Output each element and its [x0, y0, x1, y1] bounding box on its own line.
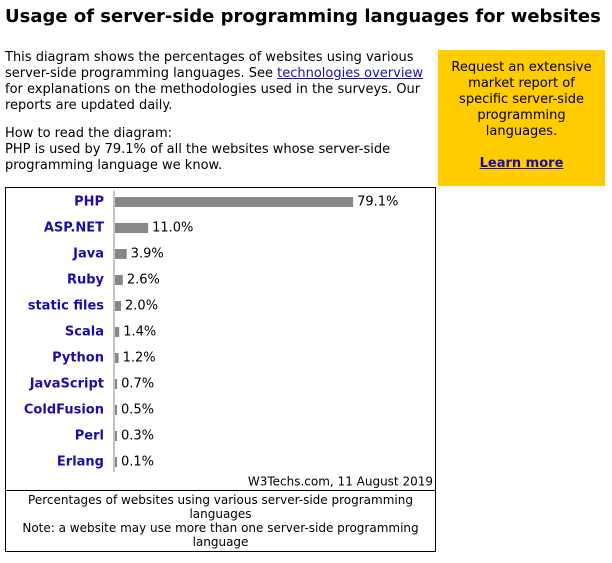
intro-text: for explanations on the methodologies us…: [5, 82, 421, 113]
intro-text: This diagram shows the percentages of we…: [5, 50, 414, 81]
sidebar-text: Request an extensive market report of sp…: [451, 60, 592, 139]
value-label: 11.0%: [152, 221, 193, 236]
value-label: 2.6%: [127, 273, 160, 288]
category-label: JavaScript: [29, 377, 104, 392]
category-label: static files: [28, 299, 105, 314]
bar: [115, 405, 117, 415]
sidebar: Request an extensive market report of sp…: [438, 50, 605, 186]
value-label: 0.5%: [121, 403, 154, 418]
category-label: Perl: [75, 429, 104, 444]
caption-line: Note: a website may use more than one se…: [22, 521, 419, 549]
bar: [115, 431, 117, 441]
value-label: 0.7%: [121, 377, 154, 392]
category-label: PHP: [74, 195, 104, 210]
learn-more[interactable]: Learn more: [479, 156, 564, 171]
value-label: 0.3%: [121, 429, 154, 444]
chart: W3Techs.com, 11 August 2019 PHP 79.1% ASP.…: [24, 191, 433, 489]
value-label: 0.1%: [121, 455, 154, 470]
category-label: Erlang: [57, 455, 104, 470]
value-label: 1.4%: [123, 325, 156, 340]
bar: [115, 223, 149, 233]
howto: How to read the diagram: PHP is used by 7…: [5, 126, 433, 174]
bar: [115, 327, 120, 337]
value-label: 3.9%: [131, 247, 164, 262]
bar: [115, 353, 119, 363]
category-label: Ruby: [67, 273, 105, 288]
category-label: ASP.NET: [44, 221, 104, 236]
link[interactable]: technologies overview: [277, 66, 424, 81]
caption: Percentages of websites using various se…: [5, 490, 436, 552]
bar: [115, 301, 122, 311]
category-label: Scala: [65, 325, 104, 340]
caption-line: Percentages of websites using various se…: [28, 493, 413, 521]
chart-box: W3Techs.com, 11 August 2019 PHP 79.1% ASP.…: [5, 187, 436, 491]
value-label: 1.2%: [123, 351, 156, 366]
page-title: Usage of server-side programming languag…: [5, 6, 601, 27]
howto-heading: How to read the diagram:: [5, 126, 172, 141]
value-label: 79.1%: [357, 195, 398, 210]
category-label: Java: [72, 247, 104, 262]
intro: This diagram shows the percentages of we…: [5, 50, 433, 114]
value-label: 2.0%: [125, 299, 158, 314]
category-label: ColdFusion: [24, 403, 104, 418]
bar: [115, 275, 123, 285]
source: W3Techs.com, 11 August 2019: [248, 475, 433, 489]
bar: [115, 249, 127, 259]
howto-text: PHP is used by 79.1% of all the websites…: [5, 142, 391, 173]
category-label: Python: [52, 351, 104, 366]
bar: [115, 197, 354, 207]
bar: [115, 457, 117, 467]
bar: [115, 379, 118, 389]
